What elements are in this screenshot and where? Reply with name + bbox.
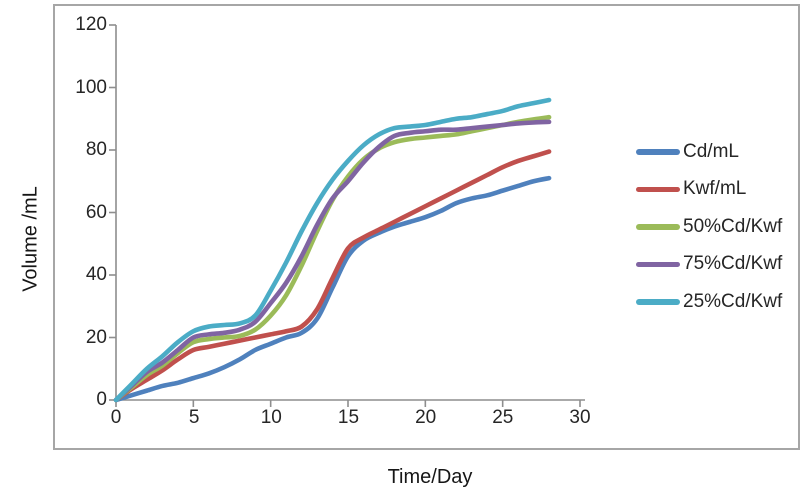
legend-item-kwf-ml: Kwf/mL [636,171,782,209]
x-tick-label: 20 [415,407,437,428]
legend-label: 50%Cd/Kwf [683,215,783,237]
legend-item-50cd-kwf: 50%Cd/Kwf [636,208,782,246]
legend: Cd/mL Kwf/mL 50%Cd/Kwf 75%Cd/Kwf 25%Cd/K… [636,133,782,321]
legend-swatch-line [636,186,680,192]
y-tick-label: 60 [85,201,107,223]
x-tick-label: 30 [569,407,591,428]
series-line-cd-ml [113,175,552,403]
x-tick-label: 15 [337,407,360,428]
x-axis-title: Time/Day [387,466,473,488]
legend-swatch-line [636,149,680,155]
series-line-kwf-ml [113,149,552,403]
legend-label: 75%Cd/Kwf [683,253,783,275]
x-tick-label: 25 [492,407,514,428]
y-tick-label: 40 [85,264,107,285]
series-line-75-cd-kwf [113,119,552,403]
legend-swatch-line [636,224,680,230]
series-lines [113,97,552,403]
x-tick-label: 0 [110,407,122,428]
x-tick-label: 5 [188,407,200,428]
axes [109,24,585,407]
legend-item-cd-ml: Cd/mL [636,133,782,171]
legend-label: Kwf/mL [683,178,747,200]
y-tick-label: 100 [75,76,107,98]
y-tick-label: 120 [75,14,107,35]
y-tick-label: 80 [85,139,107,160]
series-line-25-cd-kwf [113,97,552,403]
y-tick-label: 20 [85,326,107,348]
legend-label: 25%Cd/Kwf [683,290,783,312]
x-tick-label: 10 [260,407,282,428]
legend-swatch-line [636,261,680,267]
y-axis-title: Volume /mL [19,186,42,292]
y-tick-label: 0 [96,389,107,410]
legend-label: Cd/mL [683,140,739,162]
legend-swatch-line [636,299,680,305]
legend-item-75cd-kwf: 75%Cd/Kwf [636,246,782,284]
legend-item-25cd-kwf: 25%Cd/Kwf [636,283,782,321]
